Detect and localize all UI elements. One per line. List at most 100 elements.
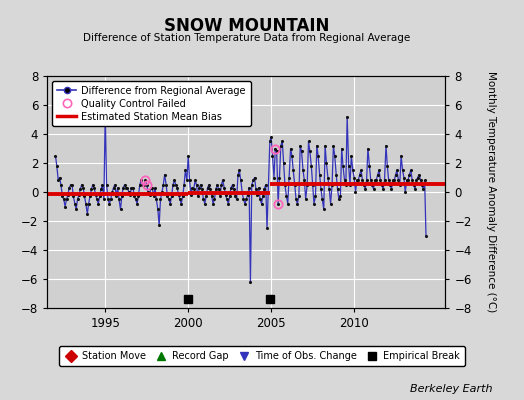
Text: Berkeley Earth: Berkeley Earth [410, 384, 493, 394]
Point [267, 134, 276, 140]
Point [370, 177, 379, 184]
Point [314, 152, 322, 159]
Point [404, 177, 412, 184]
Point [321, 142, 329, 149]
Point [247, 182, 256, 188]
Point [121, 182, 129, 188]
Point [216, 193, 224, 200]
Point [125, 189, 133, 195]
Point [75, 192, 83, 198]
Point [242, 196, 250, 202]
Point [210, 196, 219, 202]
Point [255, 184, 263, 191]
Point [283, 200, 292, 207]
Point [137, 177, 146, 184]
Point [217, 182, 226, 188]
Point [169, 182, 177, 188]
Point [141, 177, 149, 184]
Point [301, 196, 310, 202]
Point [268, 152, 277, 159]
Text: Difference of Station Temperature Data from Regional Average: Difference of Station Temperature Data f… [83, 33, 410, 43]
Point [97, 186, 105, 192]
Point [411, 186, 419, 192]
Point [98, 182, 106, 188]
Point [347, 152, 355, 159]
Point [132, 196, 140, 202]
Point [322, 160, 331, 166]
Point [263, 225, 271, 232]
Point [372, 177, 380, 184]
Point [335, 196, 343, 202]
Point [136, 182, 144, 188]
Point [272, 148, 281, 154]
Point [165, 196, 173, 202]
Point [184, 152, 192, 159]
Point [397, 152, 405, 159]
Point [82, 200, 90, 207]
Legend: Difference from Regional Average, Quality Control Failed, Estimated Station Mean: Difference from Regional Average, Qualit… [52, 81, 250, 126]
Point [206, 186, 214, 192]
Point [375, 167, 383, 174]
Y-axis label: Monthly Temperature Anomaly Difference (°C): Monthly Temperature Anomaly Difference (… [486, 71, 496, 313]
Point [385, 177, 393, 184]
Point [271, 145, 279, 152]
Point [380, 177, 389, 184]
Point [158, 189, 166, 195]
Point [127, 184, 136, 191]
Point [281, 182, 289, 188]
Point [89, 182, 97, 188]
Point [203, 184, 212, 191]
Point [361, 186, 369, 192]
Point [105, 200, 114, 207]
Point [296, 142, 304, 149]
Point [342, 182, 350, 188]
Point [68, 182, 77, 188]
Point [111, 182, 119, 188]
Point [234, 171, 242, 178]
Point [187, 192, 195, 198]
Point [299, 167, 307, 174]
Point [78, 182, 86, 188]
Point [138, 182, 147, 188]
Point [71, 200, 79, 207]
Point [359, 182, 368, 188]
Point [387, 186, 396, 192]
Point [318, 196, 326, 202]
Point [116, 206, 125, 213]
Point [386, 182, 395, 188]
Point [332, 171, 341, 178]
Point [409, 182, 418, 188]
Point [415, 171, 423, 178]
Point [294, 193, 303, 200]
Point [166, 200, 174, 207]
Point [154, 206, 162, 213]
Point [353, 177, 361, 184]
Point [363, 177, 371, 184]
Point [383, 163, 391, 169]
Point [412, 177, 421, 184]
Point [212, 186, 220, 192]
Point [304, 138, 313, 144]
Point [282, 193, 291, 200]
Point [151, 184, 159, 191]
Point [365, 163, 374, 169]
Point [223, 196, 231, 202]
Point [354, 177, 363, 184]
Point [355, 171, 364, 178]
Point [396, 182, 404, 188]
Point [214, 186, 223, 192]
Point [162, 182, 170, 188]
Point [62, 196, 71, 202]
Point [228, 182, 237, 188]
Point [118, 193, 126, 200]
Point [246, 279, 255, 285]
Point [208, 193, 216, 200]
Point [261, 182, 270, 188]
Point [152, 196, 160, 202]
Point [64, 192, 72, 198]
Point [343, 114, 352, 120]
Point [129, 184, 137, 191]
Point [364, 145, 372, 152]
Point [90, 184, 99, 191]
Point [350, 174, 358, 181]
